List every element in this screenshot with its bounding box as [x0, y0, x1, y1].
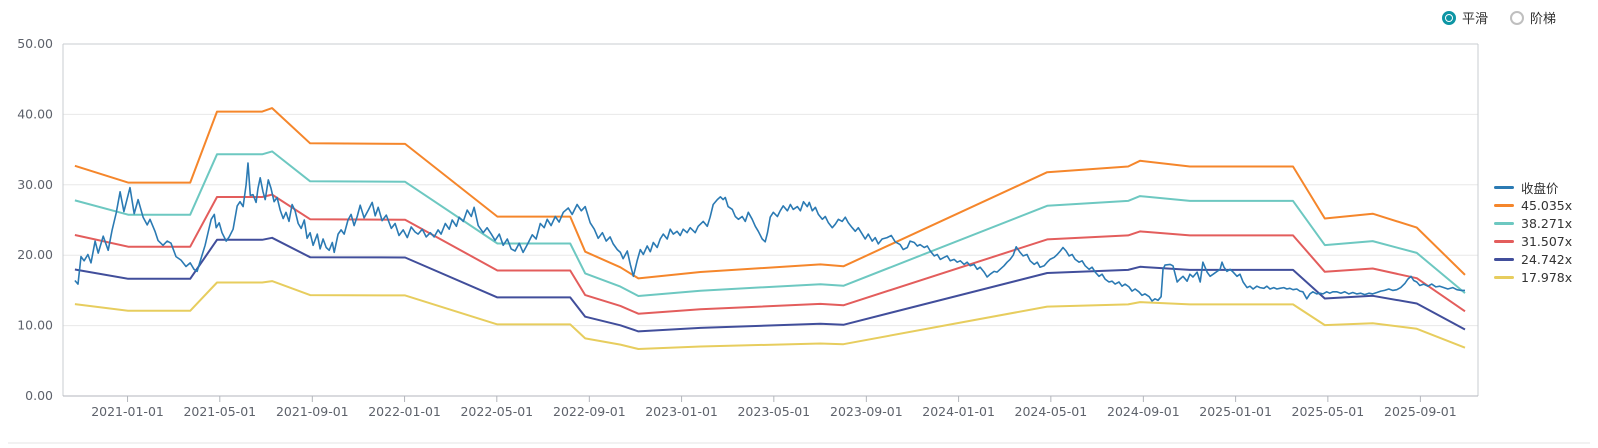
line-swatch-icon: [1494, 203, 1514, 207]
legend-item-band-24[interactable]: 24.742x: [1494, 250, 1572, 268]
legend-label[interactable]: 31.507x: [1521, 233, 1573, 249]
line-style-radio-group: 平滑 阶梯: [1442, 8, 1556, 27]
x-axis-tick-label: 2021-09-01: [276, 404, 349, 419]
legend-label[interactable]: 收盘价: [1521, 180, 1559, 196]
radio-step[interactable]: 阶梯: [1510, 8, 1556, 27]
x-axis-tick-label: 2024-05-01: [1015, 404, 1088, 419]
x-axis-tick-label: 2022-09-01: [553, 404, 626, 419]
line-swatch-icon: [1494, 221, 1514, 225]
x-axis-tick-label: 2021-01-01: [91, 404, 164, 419]
x-axis-tick-label: 2021-05-01: [183, 404, 256, 419]
band-line-38.271x: [74, 150, 1466, 297]
x-axis-tick-label: 2023-01-01: [645, 404, 718, 419]
x-axis-tick-label: 2025-01-01: [1199, 404, 1272, 419]
radio-unselected-icon[interactable]: [1510, 10, 1525, 25]
y-axis-tick-label: 30.00: [17, 177, 53, 192]
y-axis-tick-label: 50.00: [17, 36, 53, 51]
y-axis-tick-label: 40.00: [17, 106, 53, 121]
radio-smooth[interactable]: 平滑: [1442, 8, 1488, 27]
legend-item-band-31[interactable]: 31.507x: [1494, 232, 1572, 250]
x-axis-tick-label: 2024-09-01: [1107, 404, 1180, 419]
legend-label[interactable]: 17.978x: [1521, 269, 1573, 285]
radio-smooth-label[interactable]: 平滑: [1462, 12, 1489, 27]
legend-item-close-price[interactable]: 收盘价: [1494, 178, 1572, 196]
close-price-line: [74, 162, 1465, 302]
band-line-17.978x: [74, 280, 1466, 350]
line-swatch-icon: [1494, 275, 1514, 279]
legend-label[interactable]: 45.035x: [1521, 197, 1573, 213]
x-axis-tick-label: 2025-05-01: [1292, 404, 1365, 419]
radio-selected-icon[interactable]: [1442, 10, 1456, 25]
chart-legend: 收盘价 45.035x 38.271x 31.507x 24.742x 17.9…: [1494, 178, 1572, 286]
band-line-24.742x: [74, 236, 1466, 333]
band-line-31.507x: [74, 193, 1466, 315]
y-axis-tick-label: 10.00: [17, 318, 53, 333]
radio-step-label[interactable]: 阶梯: [1530, 12, 1557, 27]
line-swatch-icon: [1494, 185, 1514, 189]
legend-label[interactable]: 38.271x: [1521, 215, 1573, 231]
x-axis-tick-label: 2023-09-01: [830, 404, 903, 419]
line-swatch-icon: [1494, 239, 1514, 243]
x-axis-tick-label: 2022-05-01: [460, 404, 533, 419]
legend-item-band-17[interactable]: 17.978x: [1494, 268, 1572, 286]
legend-item-band-38[interactable]: 38.271x: [1494, 214, 1572, 232]
y-axis-tick-label: 20.00: [17, 247, 53, 262]
x-axis-tick-label: 2023-05-01: [737, 404, 810, 419]
y-axis-tick-label: 0.00: [25, 388, 53, 403]
legend-item-band-45[interactable]: 45.035x: [1494, 196, 1572, 214]
band-line-45.035x: [74, 107, 1466, 280]
line-swatch-icon: [1494, 257, 1514, 261]
legend-label[interactable]: 24.742x: [1521, 251, 1573, 267]
x-axis-tick-label: 2024-01-01: [922, 404, 995, 419]
x-axis-tick-label: 2022-01-01: [368, 404, 441, 419]
x-axis-tick-label: 2025-09-01: [1384, 404, 1457, 419]
